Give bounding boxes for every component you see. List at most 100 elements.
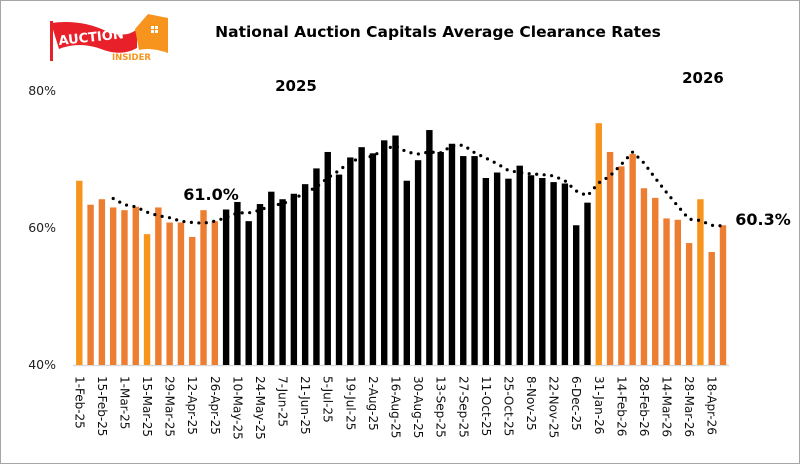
bar <box>381 140 388 365</box>
x-tick-label: 12-Apr-25 <box>185 376 199 435</box>
x-tick-label: 2-Aug-25 <box>366 376 380 431</box>
auction-insider-logo: AUCTION INSIDER <box>50 14 168 63</box>
bar <box>561 183 569 365</box>
bar <box>618 166 625 365</box>
bar <box>640 188 648 365</box>
x-tick-label: 26-Apr-25 <box>208 376 222 435</box>
x-tick-label: 14-Mar-26 <box>660 376 674 437</box>
year-label-2026: 2026 <box>682 69 724 87</box>
bar <box>76 180 83 365</box>
bar <box>211 221 219 365</box>
bar <box>324 151 331 365</box>
bar <box>471 156 478 365</box>
x-tick-label: 7-Jun-25 <box>276 376 290 427</box>
bar <box>663 218 670 365</box>
x-tick-label: 28-Mar-26 <box>682 376 696 437</box>
bar <box>493 172 501 365</box>
bar <box>87 204 94 365</box>
year-label-2025: 2025 <box>275 77 317 95</box>
x-tick-label: 31-Jan-26 <box>592 376 606 434</box>
y-tick-label: 60% <box>28 220 56 235</box>
x-tick-label: 10-May-25 <box>230 376 244 440</box>
bar <box>414 160 422 365</box>
bar <box>403 180 410 365</box>
x-tick-label: 1-Feb-25 <box>72 376 86 429</box>
bar <box>572 225 580 365</box>
x-tick-label: 29-Mar-25 <box>163 376 177 437</box>
bar <box>245 221 252 365</box>
bar <box>460 156 467 365</box>
bar <box>719 225 727 365</box>
x-tick-label: 15-Mar-25 <box>140 376 154 437</box>
x-tick-label: 28-Feb-26 <box>637 376 651 436</box>
bar <box>392 135 399 365</box>
bar <box>426 130 433 365</box>
y-tick-label: 40% <box>28 357 56 372</box>
bar <box>606 151 614 365</box>
bar <box>448 143 456 365</box>
bar <box>685 243 693 365</box>
x-tick-label: 8-Nov-25 <box>524 376 538 431</box>
bar <box>301 184 309 365</box>
bar <box>132 206 139 365</box>
bar <box>505 178 512 365</box>
bar <box>674 219 682 365</box>
x-tick-label: 1-Mar-25 <box>117 376 131 429</box>
bar <box>369 153 377 365</box>
bar <box>98 199 106 365</box>
bar <box>109 207 117 365</box>
x-tick-label: 22-Nov-25 <box>547 376 561 438</box>
bar <box>527 175 535 365</box>
x-tick-label: 5-Jul-25 <box>321 376 335 423</box>
y-tick-label: 80% <box>28 83 56 98</box>
bar <box>290 193 298 365</box>
bar <box>177 222 185 365</box>
bar <box>222 209 230 365</box>
x-tick-label: 21-Jun-25 <box>298 376 312 435</box>
x-tick-label: 25-Oct-25 <box>501 376 515 436</box>
bar <box>708 251 715 365</box>
bar <box>256 204 264 365</box>
x-tick-label: 18-Apr-26 <box>705 376 719 435</box>
bar <box>584 202 591 365</box>
bar <box>516 165 523 365</box>
x-tick-label: 13-Sep-25 <box>434 376 448 438</box>
bar <box>189 236 196 365</box>
x-tick-label: 6-Dec-25 <box>569 376 583 431</box>
bar <box>268 191 275 365</box>
bar <box>121 210 128 365</box>
bar <box>539 177 546 365</box>
x-tick-label: 11-Oct-25 <box>479 376 493 436</box>
svg-text:INSIDER: INSIDER <box>112 53 151 63</box>
bar <box>155 207 162 365</box>
trend-line <box>111 143 725 228</box>
svg-text:AUCTION: AUCTION <box>58 27 125 49</box>
bar <box>595 123 602 365</box>
bar <box>234 201 241 365</box>
x-tick-label: 27-Sep-25 <box>456 376 470 438</box>
chart-title: National Auction Capitals Average Cleara… <box>215 23 661 41</box>
bar <box>200 210 207 365</box>
bar <box>143 234 151 365</box>
bar <box>358 147 365 365</box>
bar <box>347 157 354 365</box>
bar <box>166 222 173 365</box>
bar <box>279 199 286 365</box>
bar <box>550 182 557 365</box>
bar <box>652 197 659 365</box>
bar <box>313 168 320 365</box>
x-tick-label: 30-Aug-25 <box>411 376 425 438</box>
bar <box>335 174 343 365</box>
x-tick-label: 15-Feb-25 <box>95 376 109 436</box>
x-tick-label: 19-Jul-25 <box>343 376 357 430</box>
annotation-2025-trend: 61.0% <box>183 185 239 204</box>
bar <box>697 199 704 365</box>
x-tick-label: 24-May-25 <box>253 376 267 440</box>
bar <box>629 154 636 365</box>
x-tick-label: 14-Feb-26 <box>614 376 628 436</box>
bar <box>437 151 444 365</box>
annotation-2026-trend: 60.3% <box>735 210 791 229</box>
bar <box>482 177 490 365</box>
